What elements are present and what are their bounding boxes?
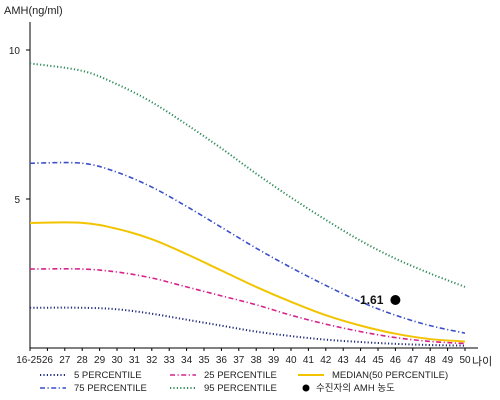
x-tick-label: 44 bbox=[355, 355, 367, 366]
y-tick-label: 5 bbox=[14, 195, 20, 206]
x-tick-label: 28 bbox=[77, 355, 89, 366]
x-tick-label: 16-25 bbox=[16, 355, 42, 366]
x-tick-label: 34 bbox=[181, 355, 193, 366]
x-tick-label: 35 bbox=[198, 355, 210, 366]
chart-axes: AMH(ng/ml) 나이 5 10 16-25 26 27 28 29 30 31 32 33 34 35… bbox=[4, 5, 492, 368]
series-layer bbox=[29, 62, 466, 347]
series-line-median-50-percentile bbox=[29, 221, 466, 343]
y-axis-title: AMH(ng/ml) bbox=[4, 5, 63, 17]
x-tick-label: 40 bbox=[285, 355, 297, 366]
x-axis-title: 나이 bbox=[472, 355, 492, 368]
series-line-25-percentile bbox=[29, 268, 466, 345]
series-line-5-percentile bbox=[29, 306, 466, 347]
x-tick-label: 43 bbox=[338, 355, 350, 366]
legend-label-75-percentile: 75 PERCENTILE bbox=[74, 383, 147, 394]
x-tick-label: 37 bbox=[233, 355, 245, 366]
legend-swatch-patient-point bbox=[302, 384, 310, 392]
x-tick-label: 47 bbox=[407, 355, 419, 366]
x-tick-label: 30 bbox=[111, 355, 123, 366]
x-tick-label: 45 bbox=[372, 355, 384, 366]
x-tick-label: 32 bbox=[146, 355, 158, 366]
y-tick-label: 10 bbox=[9, 46, 21, 57]
patient-point-layer: 1.61 bbox=[360, 293, 401, 307]
x-tick-label: 50 bbox=[459, 355, 471, 366]
x-tick-label: 29 bbox=[94, 355, 106, 366]
x-tick-label: 31 bbox=[129, 355, 141, 366]
series-line-75-percentile bbox=[29, 161, 466, 334]
x-tick-label: 38 bbox=[251, 355, 263, 366]
patient-amh-point bbox=[390, 295, 401, 306]
x-tick-label: 26 bbox=[42, 355, 54, 366]
legend-label-median-50-percentile: MEDIAN(50 PERCENTILE) bbox=[332, 370, 448, 381]
x-tick-label: 39 bbox=[268, 355, 280, 366]
patient-amh-value-label: 1.61 bbox=[360, 293, 384, 307]
chart-legend: 5 PERCENTILE 25 PERCENTILE MEDIAN(50 PERCE… bbox=[40, 370, 448, 394]
series-line-95-percentile bbox=[29, 62, 466, 288]
legend-label-5-percentile: 5 PERCENTILE bbox=[74, 370, 142, 381]
x-tick-label: 48 bbox=[425, 355, 437, 366]
x-tick-label: 41 bbox=[303, 355, 315, 366]
legend-label-95-percentile: 95 PERCENTILE bbox=[204, 383, 277, 394]
legend-label-25-percentile: 25 PERCENTILE bbox=[204, 370, 277, 381]
x-tick-label: 33 bbox=[164, 355, 176, 366]
x-tick-label: 46 bbox=[390, 355, 402, 366]
x-tick-label: 49 bbox=[442, 355, 454, 366]
x-tick-label: 36 bbox=[216, 355, 228, 366]
x-tick-label: 27 bbox=[59, 355, 71, 366]
legend-label-patient-point: 수진자의 AMH 농도 bbox=[316, 383, 395, 394]
x-tick-label: 42 bbox=[320, 355, 332, 366]
